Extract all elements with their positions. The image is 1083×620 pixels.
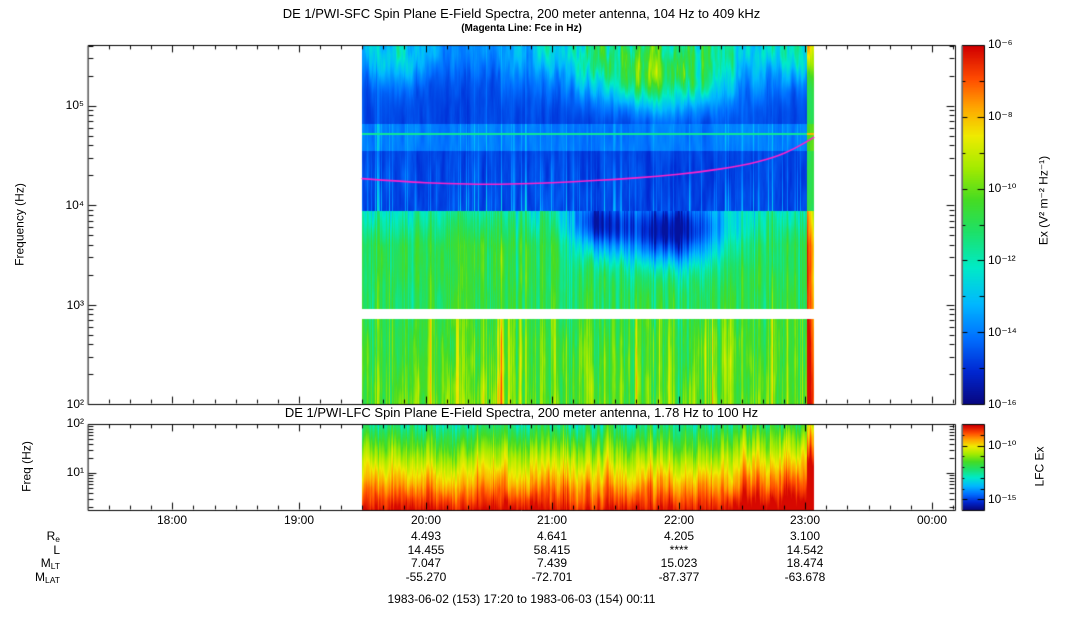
lfc-colorbar-tick-label: 10⁻¹⁵ xyxy=(988,492,1017,506)
ephemeris-value: 15.023 xyxy=(660,556,698,570)
ephemeris-row-label-mlt: MLT xyxy=(40,556,60,572)
sfc-ytick-label: 10⁵ xyxy=(65,98,84,112)
sfc-subtitle: (Magenta Line: Fce in Hz) xyxy=(461,23,582,34)
ephemeris-row-label-re: Re xyxy=(46,529,60,545)
sfc-colorbar-tick-label: 10⁻⁸ xyxy=(988,109,1013,123)
ephemeris-value: 7.047 xyxy=(410,556,442,570)
ephemeris-value: 14.455 xyxy=(407,543,445,557)
x-tick-label: 20:00 xyxy=(410,513,442,527)
ephemeris-value: 4.205 xyxy=(663,529,695,543)
lfc-title: DE 1/PWI-LFC Spin Plane E-Field Spectra,… xyxy=(284,405,759,420)
sfc-colorbar-tick-label: 10⁻¹⁰ xyxy=(988,181,1017,195)
ephemeris-row-label-mlat: MLAT xyxy=(35,570,60,586)
lfc-y-axis-label: Freq (Hz) xyxy=(19,441,34,492)
sfc-ytick-label: 10⁴ xyxy=(65,198,84,212)
sfc-y-axis-label: Frequency (Hz) xyxy=(12,183,27,266)
ephemeris-value: 58.415 xyxy=(533,543,571,557)
sfc-ytick-label: 10³ xyxy=(66,298,84,312)
ephemeris-value: 18.474 xyxy=(786,556,824,570)
x-tick-label: 22:00 xyxy=(663,513,695,527)
sfc-colorbar-tick-label: 10⁻¹⁴ xyxy=(988,325,1017,339)
ephemeris-value: 14.542 xyxy=(786,543,824,557)
lfc-ytick-label: 10² xyxy=(66,416,84,430)
ephemeris-value: -55.270 xyxy=(405,570,447,584)
sfc-colorbar-tick-label: 10⁻¹⁶ xyxy=(988,397,1017,411)
sfc-title: DE 1/PWI-SFC Spin Plane E-Field Spectra,… xyxy=(282,6,761,21)
ephemeris-value: 4.641 xyxy=(536,529,568,543)
ephemeris-value: 7.439 xyxy=(536,556,568,570)
footer-time-range: 1983-06-02 (153) 17:20 to 1983-06-03 (15… xyxy=(387,592,656,606)
ephemeris-value: 4.493 xyxy=(410,529,442,543)
sfc-colorbar-tick-label: 10⁻⁶ xyxy=(988,37,1013,51)
sfc-ytick-label: 10² xyxy=(66,397,84,411)
ephemeris-value: **** xyxy=(669,543,689,557)
ephemeris-value: -72.701 xyxy=(531,570,573,584)
ephemeris-row-label-l: L xyxy=(53,543,60,557)
x-tick-label: 23:00 xyxy=(789,513,821,527)
x-tick-label: 18:00 xyxy=(156,513,188,527)
lfc-colorbar-label: LFC Ex xyxy=(1032,446,1047,487)
x-tick-label: 19:00 xyxy=(283,513,315,527)
x-tick-label: 21:00 xyxy=(536,513,568,527)
ephemeris-value: -63.678 xyxy=(784,570,826,584)
x-tick-label: 00:00 xyxy=(916,513,948,527)
ephemeris-value: -87.377 xyxy=(658,570,700,584)
lfc-colorbar-tick-label: 10⁻¹⁰ xyxy=(988,438,1017,452)
lfc-ytick-label: 10¹ xyxy=(66,465,84,479)
sfc-colorbar-tick-label: 10⁻¹² xyxy=(988,253,1016,267)
ephemeris-value: 3.100 xyxy=(789,529,821,543)
